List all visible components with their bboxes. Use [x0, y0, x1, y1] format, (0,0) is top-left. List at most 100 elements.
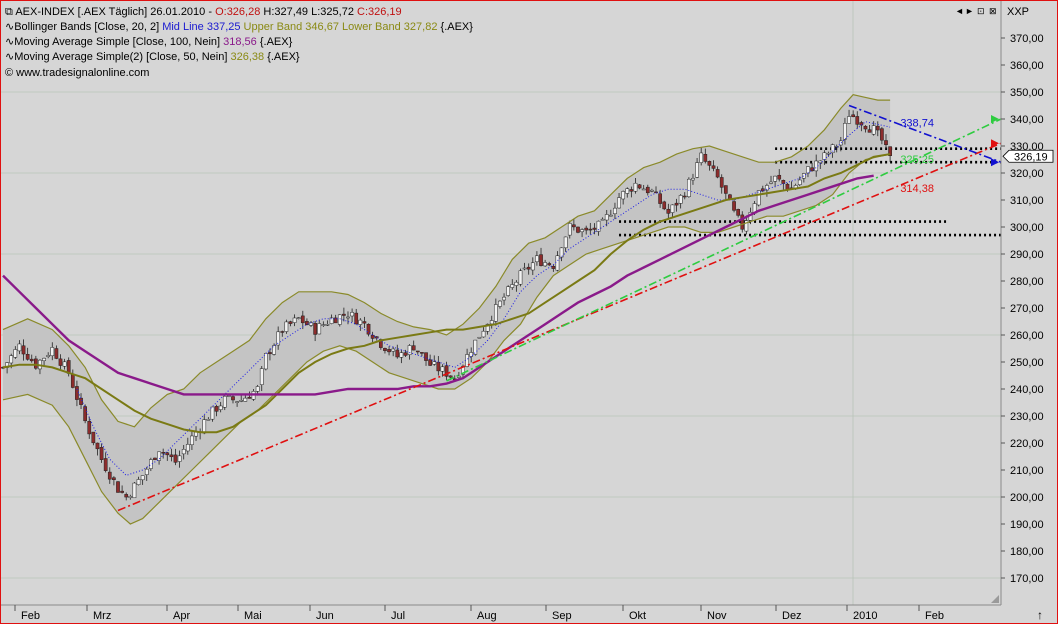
candle-body — [740, 214, 745, 230]
candle-body — [797, 179, 802, 185]
candle-body — [448, 375, 453, 378]
candle-body — [674, 202, 679, 206]
y-tick-label: 300,00 — [1010, 222, 1044, 234]
candle-body — [600, 218, 605, 221]
y-tick-label: 200,00 — [1010, 492, 1044, 504]
x-tick-label: Okt — [629, 610, 646, 622]
candle-body — [333, 317, 338, 324]
candle-body — [576, 226, 580, 233]
candle-body — [432, 361, 437, 365]
candle-body — [144, 468, 149, 475]
candle-body — [802, 173, 806, 179]
legend-bb-lower: Lower Band 327,82 — [342, 21, 437, 33]
legend-date: 26.01.2010 - — [150, 6, 212, 18]
x-tick-label: Nov — [707, 610, 727, 622]
candle-body — [34, 358, 38, 369]
candle-body — [867, 129, 872, 133]
candle-body — [403, 352, 408, 356]
x-tick-label: Apr — [173, 610, 190, 622]
candle-body — [641, 188, 646, 191]
candle-body — [370, 334, 375, 339]
candle-body — [185, 444, 190, 452]
legend-open: O:326,28 — [215, 6, 260, 18]
time-axis-panel — [1, 605, 1057, 623]
candle-body — [888, 146, 892, 156]
candle-body — [91, 431, 96, 444]
scroll-up-icon[interactable]: ↑ — [1037, 608, 1043, 622]
candle-body — [305, 321, 309, 325]
candle-body — [830, 144, 835, 154]
candle-body — [280, 331, 285, 333]
candle-body — [596, 220, 601, 232]
candle-body — [691, 177, 695, 181]
candle-body — [50, 347, 55, 357]
candle-body — [678, 195, 683, 204]
candle-body — [461, 365, 465, 375]
candle-body — [510, 284, 515, 288]
candle-body — [325, 324, 330, 326]
next-icon[interactable]: ► — [965, 6, 974, 16]
candle-body — [173, 454, 178, 463]
candle-body — [95, 442, 100, 450]
candle-body — [321, 324, 326, 326]
candle-body — [263, 353, 268, 370]
legend-line-4: ∿Moving Average Simple(2) [Close, 50, Ne… — [5, 51, 300, 63]
candle-body — [387, 349, 391, 353]
candle-body — [645, 186, 650, 194]
bollinger-fill — [3, 94, 891, 524]
y-tick-label: 350,00 — [1010, 87, 1044, 99]
candle-body — [625, 188, 630, 194]
legend-ma100: Moving Average Simple [Close, 100, Nein] — [14, 36, 220, 48]
candle-body — [760, 188, 765, 192]
candle-body — [732, 201, 736, 211]
candle-body — [58, 358, 63, 366]
candle-body — [769, 181, 773, 184]
y-tick-label: 210,00 — [1010, 465, 1044, 477]
close-icon[interactable]: ⊠ — [989, 6, 997, 16]
candle-body — [25, 353, 30, 360]
prev-icon[interactable]: ◄ — [955, 6, 964, 16]
candle-body — [621, 191, 626, 200]
wave-icon: ∿ — [5, 51, 14, 63]
candle-body — [181, 449, 186, 455]
candle-body — [46, 355, 51, 357]
candle-body — [502, 296, 506, 301]
candle-body — [391, 348, 396, 352]
legend: ⧉ AEX-INDEX [.AEX Täglich] 26.01.2010 - … — [5, 6, 473, 79]
candle-body — [838, 140, 843, 146]
legend-copyright: © www.tradesignalonline.com — [5, 67, 149, 79]
candle-body — [518, 270, 523, 285]
candle-body — [268, 352, 272, 355]
candle-body — [235, 401, 239, 403]
candle-body — [662, 201, 667, 210]
candle-body — [629, 189, 634, 192]
candle-body — [149, 459, 153, 469]
legend-symbol: AEX-INDEX [.AEX Täglich] — [15, 6, 147, 18]
candle-body — [300, 315, 305, 324]
candle-body — [843, 123, 847, 140]
candle-body — [572, 224, 576, 228]
candle-body — [165, 452, 170, 456]
candle-body — [810, 167, 814, 172]
candle-body — [880, 128, 884, 141]
candle-body — [604, 214, 609, 221]
price-axis: 170,00 180,00 190,00 200,00 210,00 220,00 230,… — [1001, 33, 1044, 585]
candle-body — [177, 455, 182, 462]
legend-ma50-suffix: {.AEX} — [267, 51, 300, 63]
candle-body — [206, 418, 211, 421]
candle-body — [239, 400, 244, 402]
y-tick-label: 280,00 — [1010, 276, 1044, 288]
restore-icon[interactable]: ⊡ — [977, 6, 985, 16]
candle-body — [62, 361, 67, 367]
candle-body — [711, 165, 716, 169]
legend-ma50: Moving Average Simple(2) [Close, 50, Nei… — [14, 51, 227, 63]
candle-body — [342, 313, 346, 316]
candle-body — [9, 355, 14, 364]
resize-grip-icon[interactable] — [991, 595, 999, 603]
legend-line-2: ∿Bollinger Bands [Close, 20, 2] Mid Line… — [5, 21, 473, 33]
candle-body — [559, 247, 564, 258]
candle-body — [153, 457, 157, 460]
y-tick-label: 340,00 — [1010, 114, 1044, 126]
x-tick-label: Feb — [925, 610, 944, 622]
